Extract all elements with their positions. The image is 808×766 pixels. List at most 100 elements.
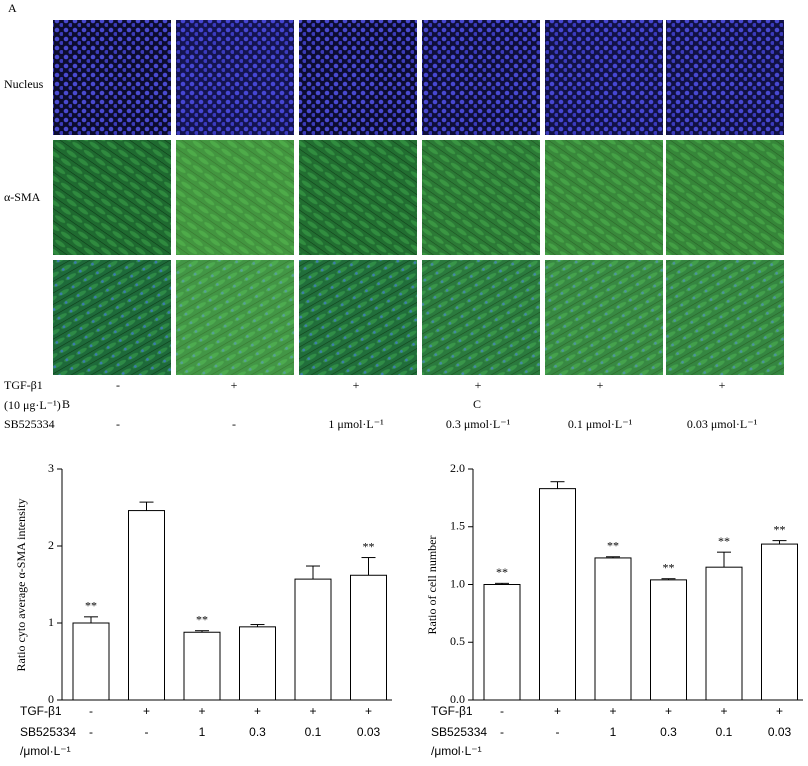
micrograph-glow (176, 20, 294, 135)
significance: ** (85, 599, 97, 613)
micrograph-glow (545, 20, 663, 135)
micrographs (53, 20, 784, 375)
micrograph (176, 140, 294, 255)
micrograph-glow (422, 20, 540, 135)
micrograph-glow (666, 140, 784, 255)
treatment-label: - (116, 378, 120, 392)
panel-letter: B (62, 397, 70, 411)
row-label: TGF-β1 (20, 704, 62, 718)
row-value: 0.1 (305, 725, 322, 739)
treatment-label: + (719, 378, 726, 392)
micrograph (422, 260, 540, 375)
row-label: α-SMA (4, 190, 41, 204)
row-value: 0.3 (660, 725, 677, 739)
row-value: + (309, 704, 316, 718)
row-value: - (89, 725, 93, 739)
row-label: Nucleus (4, 77, 44, 91)
y-tick-label: 0 (48, 692, 54, 706)
row-sublabel: /μmol·L⁻¹ (20, 744, 71, 758)
row-value: 1 (610, 725, 617, 739)
micrograph (299, 140, 417, 255)
bar (239, 626, 276, 701)
row-value: + (776, 704, 783, 718)
micrograph (545, 20, 663, 135)
bar (183, 631, 221, 701)
row-label: SB525334 (431, 725, 487, 739)
row-value: + (609, 704, 616, 718)
micrograph-glow (422, 140, 540, 255)
bar (350, 574, 387, 701)
significance: ** (363, 539, 375, 553)
micrograph (53, 20, 171, 135)
row-value: + (720, 704, 727, 718)
bar (294, 578, 332, 701)
row-value: - (556, 725, 560, 739)
y-tick-label: 3 (48, 461, 54, 475)
micrograph (299, 20, 417, 135)
significance: ** (663, 560, 675, 574)
significance: ** (607, 539, 619, 553)
micrograph-glow (545, 140, 663, 255)
y-axis-label: Ratio of cell number (425, 536, 439, 635)
micrograph (545, 260, 663, 375)
row-value: + (143, 704, 150, 718)
treatment-label: 0.1 μmol·L⁻¹ (568, 417, 633, 431)
y-tick-label: 1.5 (450, 519, 465, 533)
significance: ** (774, 522, 786, 536)
micrograph (176, 20, 294, 135)
row-value: - (500, 725, 504, 739)
row-label: TGF-β1 (431, 704, 473, 718)
micrograph (422, 140, 540, 255)
micrograph-glow (666, 260, 784, 375)
row-label: TGF-β1 (4, 378, 43, 392)
y-tick-label: 0.5 (450, 634, 465, 648)
row-label: SB525334 (4, 417, 55, 431)
treatment-label: 1 μmol·L⁻¹ (328, 417, 384, 431)
row-value: - (500, 704, 504, 718)
bar (483, 584, 521, 701)
bar (594, 557, 632, 701)
treatment-label: - (116, 417, 120, 431)
y-tick-label: 2.0 (450, 461, 465, 475)
micrograph (53, 260, 171, 375)
treatment-label: 0.03 μmol·L⁻¹ (687, 417, 758, 431)
y-tick-label: 1.0 (450, 576, 465, 590)
bar (761, 543, 798, 701)
bar (705, 566, 743, 701)
treatment-label: - (232, 417, 236, 431)
treatment-label: + (597, 378, 604, 392)
row-value: 0.03 (357, 725, 381, 739)
row-label: (10 μg·L⁻¹) (4, 398, 61, 412)
micrograph-glow (299, 20, 417, 135)
micrograph-glow (299, 140, 417, 255)
row-value: 0.03 (768, 725, 792, 739)
micrograph (545, 140, 663, 255)
bar (539, 488, 576, 701)
row-value: - (89, 704, 93, 718)
row-value: + (665, 704, 672, 718)
significance: ** (196, 612, 208, 626)
row-value: + (365, 704, 372, 718)
micrograph (666, 140, 784, 255)
row-value: - (145, 725, 149, 739)
y-axis-label: Ratio cyto average α-SMA intensity (14, 499, 28, 672)
treatment-label: + (353, 378, 360, 392)
row-value: 1 (199, 725, 206, 739)
micrograph (666, 20, 784, 135)
micrograph-glow (666, 20, 784, 135)
panel-letter: C (473, 397, 481, 411)
micrograph-glow (545, 260, 663, 375)
micrograph-glow (299, 260, 417, 375)
y-tick-label: 1 (48, 615, 54, 629)
micrograph (53, 140, 171, 255)
y-tick-label: 2 (48, 538, 54, 552)
treatment-label: 0.3 μmol·L⁻¹ (446, 417, 511, 431)
micrograph-glow (176, 140, 294, 255)
micrograph (176, 260, 294, 375)
row-value: + (198, 704, 205, 718)
row-value: 0.1 (716, 725, 733, 739)
significance: ** (718, 534, 730, 548)
y-tick-label: 0.0 (450, 692, 465, 706)
